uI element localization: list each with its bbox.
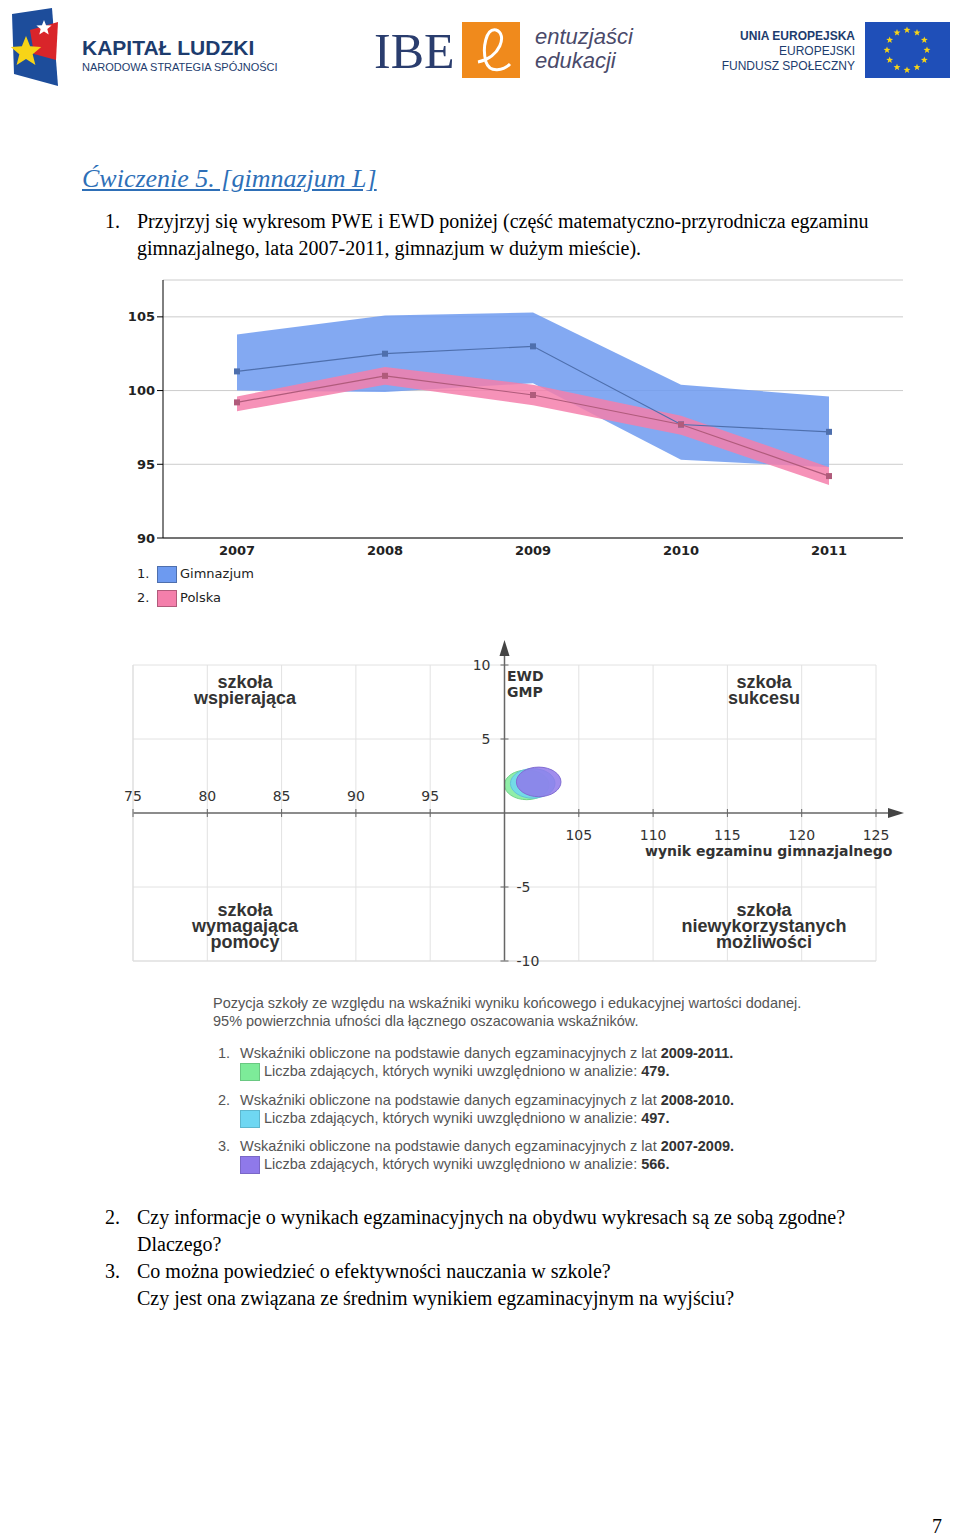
- html-text:Wskaźniki obliczone na podstaw: Wskaźniki obliczone na podstawie danych …: [240, 1045, 734, 1061]
- html-text:Co można powiedzieć o efektywn: Co można powiedzieć o efektywności naucz…: [137, 1260, 611, 1282]
- svg-text:90: 90: [137, 531, 155, 546]
- html-text:2.: 2.: [105, 1206, 120, 1228]
- svg-text:NARODOWA STRATEGIA SPÓJNOŚCI: NARODOWA STRATEGIA SPÓJNOŚCI: [82, 61, 278, 73]
- html-text:1.: 1.: [218, 1045, 231, 1061]
- svg-text:115: 115: [714, 827, 741, 843]
- html-text:Liczba zdających, których wyni: Liczba zdających, których wyniki uwzględ…: [264, 1109, 670, 1126]
- svg-text:75: 75: [124, 788, 142, 804]
- svg-text:-10: -10: [517, 953, 540, 969]
- svg-text:2007: 2007: [219, 543, 255, 558]
- svg-text:-5: -5: [517, 879, 531, 895]
- svg-text:120: 120: [788, 827, 815, 843]
- html-text:7: 7: [932, 1515, 942, 1537]
- html-text:3.: 3.: [105, 1260, 120, 1282]
- html-text:Wskaźniki obliczone na podstaw: Wskaźniki obliczone na podstawie danych …: [240, 1138, 735, 1154]
- html-text:Ćwiczenie 5. [gimnazjum L]: Ćwiczenie 5. [gimnazjum L]: [82, 164, 377, 193]
- svg-text:IBE: IBE: [374, 23, 455, 79]
- html-text:Liczba zdających, których wyni: Liczba zdających, których wyniki uwzględ…: [264, 1156, 670, 1172]
- svg-text:85: 85: [273, 788, 291, 804]
- html-text:3.: 3.: [218, 1138, 231, 1154]
- svg-text:10: 10: [473, 657, 491, 673]
- svg-text:5: 5: [482, 731, 491, 747]
- html-text:Czy informacje o wynikach egza: Czy informacje o wynikach egzaminacyjnyc…: [137, 1206, 846, 1255]
- svg-text:105: 105: [128, 309, 155, 324]
- svg-text:EUROPEJSKI: EUROPEJSKI: [779, 44, 855, 58]
- svg-text:95: 95: [421, 788, 439, 804]
- html-text:wspierająca: wspierająca: [194, 688, 296, 708]
- svg-text:2011: 2011: [811, 543, 847, 558]
- html-text:wynik egzaminu gimnazjalnego: wynik egzaminu gimnazjalnego: [645, 843, 893, 859]
- html-text:1.: 1.: [105, 210, 120, 232]
- svg-text:95: 95: [137, 457, 155, 472]
- html-text:niewykorzystanych: niewykorzystanych: [681, 916, 847, 936]
- html-text:Wskaźniki obliczone na podstaw: Wskaźniki obliczone na podstawie danych …: [240, 1091, 735, 1108]
- svg-text:125: 125: [863, 827, 890, 843]
- html-text:szkoła: szkoła: [217, 900, 273, 920]
- html-text:możliwości: możliwości: [716, 932, 812, 952]
- html-text:Liczba zdających, których wyni: Liczba zdających, których wyniki uwzględ…: [264, 1063, 670, 1079]
- html-text:pomocy: pomocy: [210, 932, 280, 952]
- html-text:wymagająca: wymagająca: [192, 916, 298, 936]
- svg-text:2008: 2008: [367, 543, 403, 558]
- html-text:szkoła: szkoła: [736, 672, 792, 692]
- svg-text:100: 100: [128, 383, 155, 398]
- html-text:Czy jest ona związana ze średn: Czy jest ona związana ze średnim wynikie…: [137, 1287, 734, 1309]
- svg-text:edukacji: edukacji: [535, 48, 617, 73]
- html-text:2.: 2.: [137, 590, 150, 605]
- svg-text:FUNDUSZ SPOŁECZNY: FUNDUSZ SPOŁECZNY: [722, 59, 855, 73]
- svg-text:2009: 2009: [515, 543, 551, 558]
- html-text:Gimnazjum: Gimnazjum: [180, 566, 254, 581]
- html-text:szkoła: szkoła: [736, 900, 792, 920]
- svg-text:KAPITAŁ LUDZKI: KAPITAŁ LUDZKI: [82, 36, 254, 59]
- html-text:1.: 1.: [137, 566, 150, 581]
- html-text:EWD GMP: EWD GMP: [507, 668, 544, 700]
- html-text:Pozycja szkoły ze względu na w: Pozycja szkoły ze względu na wskaźniki w…: [213, 995, 802, 1011]
- html-text:2.: 2.: [218, 1091, 231, 1108]
- svg-text:105: 105: [565, 827, 592, 843]
- html-text:95% powierzchnia ufności dla ł: 95% powierzchnia ufności dla łącznego os…: [213, 1013, 639, 1029]
- svg-text:90: 90: [347, 788, 365, 804]
- svg-text:UNIA EUROPEJSKA: UNIA EUROPEJSKA: [740, 29, 855, 43]
- html-text:sukcesu: sukcesu: [728, 688, 800, 708]
- svg-text:entuzjaści: entuzjaści: [535, 24, 634, 49]
- html-text:szkoła: szkoła: [217, 672, 273, 692]
- svg-text:110: 110: [640, 827, 667, 843]
- html-text:Przyjrzyj się wykresom PWE i E: Przyjrzyj się wykresom PWE i EWD poniżej…: [137, 210, 869, 259]
- svg-text:2010: 2010: [663, 543, 699, 558]
- html-text:Polska: Polska: [180, 590, 221, 605]
- svg-text:80: 80: [198, 788, 216, 804]
